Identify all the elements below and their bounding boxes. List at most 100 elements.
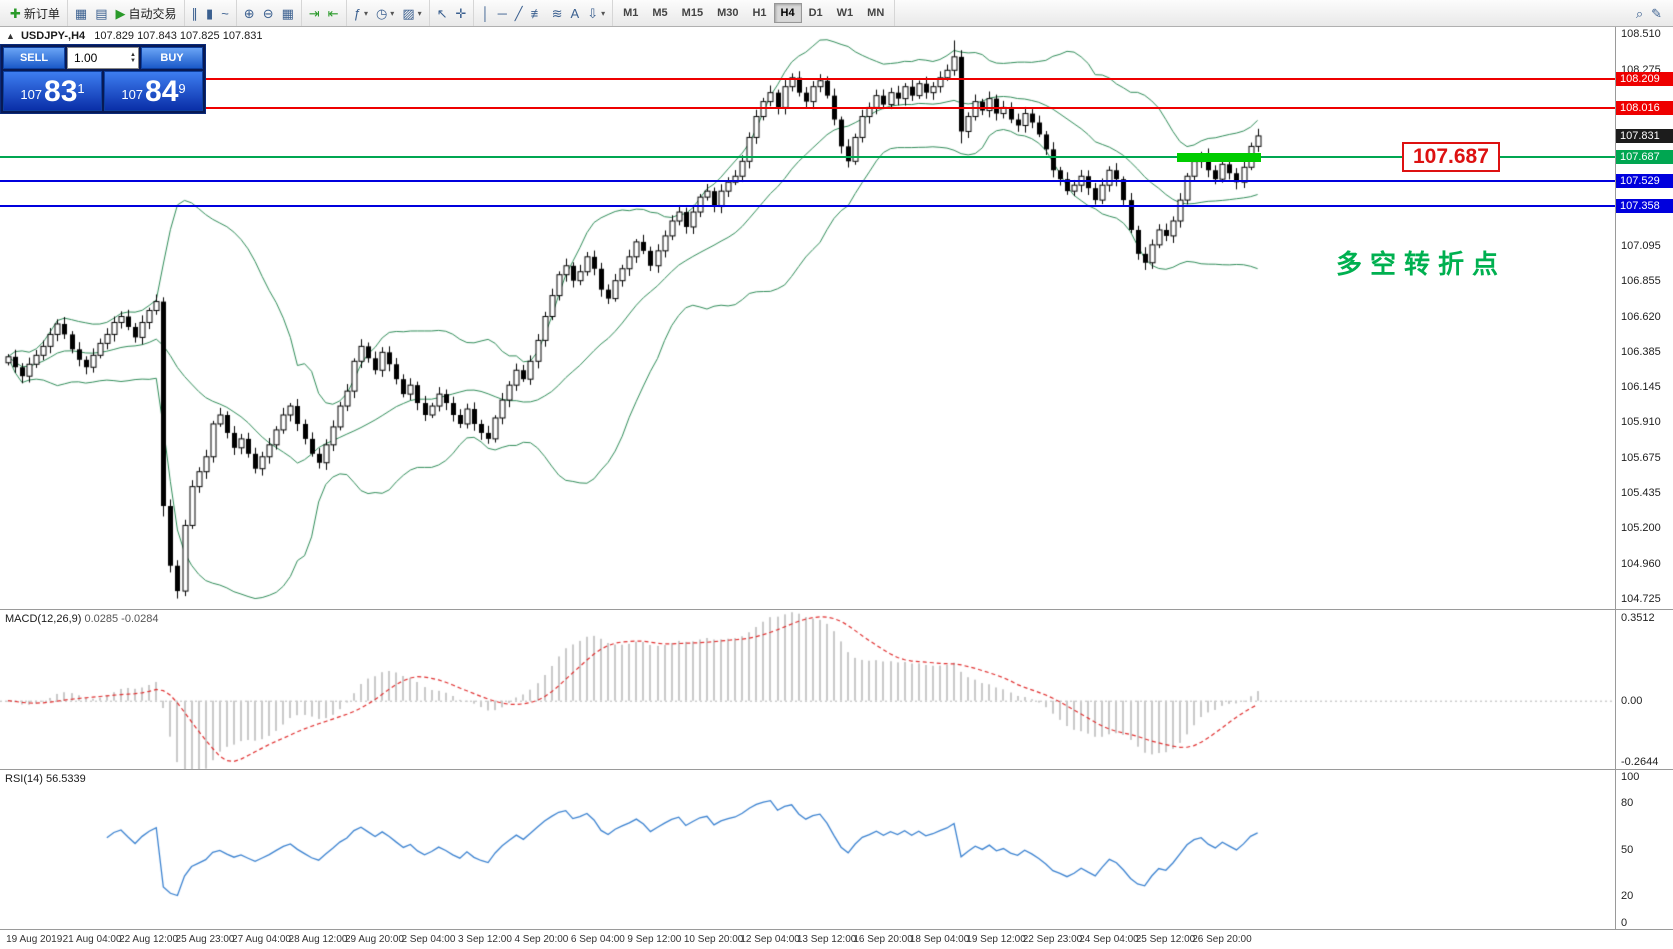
line-chart-button[interactable]: ~	[217, 5, 233, 22]
new-chart-button[interactable]: ▦	[71, 5, 91, 22]
profiles-button[interactable]: ▤	[91, 5, 111, 22]
time-tick: 29 Aug 20:00	[345, 934, 404, 945]
price-tick: 107.095	[1621, 239, 1661, 252]
spin-down-icon[interactable]: ▼	[130, 58, 136, 64]
price-tick: 105.200	[1621, 522, 1661, 535]
time-tick: 16 Sep 20:00	[853, 934, 913, 945]
timeframe-m1-button[interactable]: M1	[623, 7, 639, 19]
time-tick: 24 Sep 04:00	[1079, 934, 1139, 945]
rsi-axis[interactable]: 100 80 50 20 0	[1615, 770, 1673, 929]
timeframe-m30-button[interactable]: M30	[717, 7, 739, 19]
timeframe-m15-button[interactable]: M15	[681, 7, 704, 19]
horizontal-level-line-107.687[interactable]	[0, 156, 1615, 159]
sell-price-sup: 1	[77, 81, 85, 96]
price-axis[interactable]: 108.510 108.275 107.095 106.855 106.620 106.3…	[1615, 27, 1673, 609]
new-order-button[interactable]: ✚ 新订单	[6, 3, 64, 24]
periods-button[interactable]: ◷ ▾	[372, 5, 398, 22]
timeframe-h1-button[interactable]: H1	[752, 7, 767, 19]
level-price-tag: 108.209	[1616, 72, 1673, 87]
time-axis[interactable]: 19 Aug 2019 21 Aug 04:00 22 Aug 12:00 25 Au…	[0, 929, 1673, 949]
horizontal-level-line-108.209[interactable]	[0, 78, 1615, 81]
level-price-tag: 107.358	[1616, 199, 1673, 214]
notes-button[interactable]: ✎	[1647, 5, 1666, 22]
spin-up-icon[interactable]: ▲	[130, 52, 136, 58]
trendline-button[interactable]: ╱	[511, 5, 527, 22]
rsi-value: 56.5339	[45, 773, 86, 785]
line-chart-icon: ~	[221, 5, 229, 21]
dropdown-arrow-icon[interactable]: ▾	[363, 8, 368, 18]
vertical-line-button[interactable]: │	[477, 5, 493, 22]
price-tick: 104.960	[1621, 558, 1661, 571]
time-tick: 25 Aug 23:00	[175, 934, 235, 945]
toolbar-group: ∥ ▮ ~	[185, 0, 237, 26]
dropdown-arrow-icon[interactable]: ▾	[390, 8, 395, 18]
volume-input[interactable]: 1.00 ▲ ▼	[67, 47, 139, 69]
timeframe-d1-button[interactable]: D1	[808, 7, 823, 19]
fibonacci-button[interactable]: ≢	[527, 5, 548, 22]
horizontal-level-line-107.358[interactable]	[0, 205, 1615, 208]
chart-shift-button[interactable]: ⇤	[324, 5, 343, 22]
rsi-label: RSI(14) 56.5339	[5, 773, 86, 785]
price-tick: 105.910	[1621, 416, 1661, 429]
candlestick-button[interactable]: ▮	[202, 5, 217, 22]
channels-button[interactable]: ≋	[548, 5, 567, 22]
time-tick: 6 Sep 04:00	[570, 934, 625, 945]
zoom-out-button[interactable]: ⊖	[259, 5, 278, 22]
horizontal-line-button[interactable]: ─	[494, 5, 511, 22]
macd-canvas[interactable]	[0, 610, 1615, 769]
macd-panel: MACD(12,26,9) 0.0285 -0.0284 0.3512 0.00 -…	[0, 609, 1673, 769]
price-tick: 106.145	[1621, 381, 1661, 394]
zoom-in-button[interactable]: ⊕	[240, 5, 259, 22]
horizontal-line-icon: ─	[497, 5, 507, 21]
horizontal-level-line-107.529[interactable]	[0, 179, 1615, 182]
timeframe-w1-button[interactable]: W1	[836, 7, 854, 19]
autotrading-button-label: 自动交易	[128, 6, 177, 21]
rsi-tick: 100	[1621, 771, 1640, 783]
symbol-marker-icon: ▲	[6, 31, 15, 41]
crosshair-icon: ✛	[455, 5, 467, 21]
rsi-panel: RSI(14) 56.5339 100 80 50 20 0	[0, 769, 1673, 929]
bar-chart-button[interactable]: ∥	[188, 5, 203, 22]
rsi-canvas[interactable]	[0, 770, 1615, 929]
autoscroll-button[interactable]: ⇥	[305, 5, 324, 22]
toolbar: ✚ 新订单 ▦ ▤ ▶ 自动交易 ∥ ▮ ~ ⊕ ⊖ ▦ ⇥ ⇤ ƒ ▾ ◷ ▾ ▨ ▾ ↖ ✛ │ ─ ╱ ≢ ≋ A ⇩ ▾ M1 M5…	[0, 0, 1673, 27]
search-button[interactable]: ⌕	[1632, 5, 1647, 22]
new-order-icon: ✚	[10, 5, 21, 21]
timeframe-toolbar: M1 M5 M15 M30 H1 H4 D1 W1 MN	[613, 0, 896, 26]
rsi-tick: 80	[1621, 797, 1634, 809]
indicators-button[interactable]: ƒ ▾	[350, 5, 372, 22]
toolbar-group: ⊕ ⊖ ▦	[237, 0, 302, 26]
buy-price-display[interactable]: 107 84 9	[104, 71, 203, 111]
price-chart-canvas[interactable]	[0, 27, 1615, 609]
arrows-button[interactable]: ⇩ ▾	[583, 5, 609, 22]
volume-spinner[interactable]: ▲ ▼	[130, 52, 136, 64]
price-tick: 106.855	[1621, 275, 1661, 288]
dropdown-arrow-icon[interactable]: ▾	[417, 8, 422, 18]
autotrading-button[interactable]: ▶ 自动交易	[112, 3, 181, 24]
buy-price-big: 84	[145, 75, 179, 108]
templates-button[interactable]: ▨ ▾	[398, 5, 425, 22]
dropdown-arrow-icon[interactable]: ▾	[601, 8, 606, 18]
sell-button[interactable]: SELL	[3, 47, 65, 69]
fibonacci-icon: ≢	[530, 5, 544, 21]
macd-values: 0.0285 -0.0284	[84, 613, 159, 625]
tile-windows-button[interactable]: ▦	[278, 5, 298, 22]
green-trend-segment[interactable]	[1176, 152, 1261, 162]
sell-price-display[interactable]: 107 83 1	[3, 71, 102, 111]
bar-chart-icon: ∥	[191, 5, 199, 21]
timeframe-h4-button[interactable]: H4	[773, 3, 802, 23]
timeframe-mn-button[interactable]: MN	[867, 7, 885, 19]
autoscroll-icon: ⇥	[308, 5, 320, 21]
crosshair-button[interactable]: ✛	[452, 5, 471, 22]
buy-price-sup: 9	[178, 81, 186, 96]
time-tick: 19 Aug 2019	[6, 934, 63, 945]
horizontal-level-line-108.016[interactable]	[0, 107, 1615, 110]
buy-button[interactable]: BUY	[141, 47, 203, 69]
text-icon: A	[570, 5, 580, 21]
timeframe-m5-button[interactable]: M5	[652, 7, 668, 19]
text-button[interactable]: A	[567, 5, 584, 22]
cursor-button[interactable]: ↖	[433, 5, 452, 22]
time-tick: 12 Sep 04:00	[740, 934, 800, 945]
macd-axis[interactable]: 0.3512 0.00 -0.2644	[1615, 610, 1673, 769]
macd-label: MACD(12,26,9) 0.0285 -0.0284	[5, 613, 159, 625]
